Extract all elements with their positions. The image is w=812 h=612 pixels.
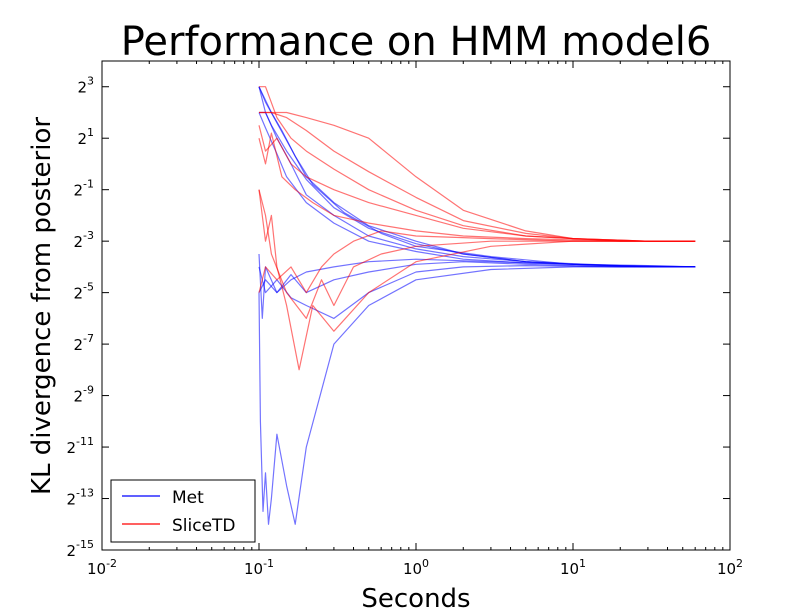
- y-axis-label: KL divergence from posterior: [27, 117, 57, 495]
- series-line-met-run-4: [259, 111, 696, 268]
- y-tick-label: 21: [77, 126, 94, 148]
- legend: Met SliceTD: [110, 479, 256, 543]
- y-tick-label: 2-5: [73, 281, 94, 303]
- y-tick-label: 2-3: [73, 229, 94, 251]
- chart-title: Performance on HMM model6: [121, 19, 712, 65]
- legend-box: [110, 479, 256, 543]
- y-tick-label: 2-13: [66, 487, 94, 509]
- x-tick-label: 102: [717, 557, 743, 578]
- series-line-slicetd-run-7: [258, 189, 696, 319]
- y-tick-label: 2-15: [66, 538, 94, 560]
- x-tick-label: 100: [403, 557, 429, 578]
- series-line-met-run-9: [258, 261, 696, 294]
- series-line-slicetd-run-4: [258, 125, 696, 242]
- x-tick-label: 10-1: [244, 557, 274, 578]
- y-tick-label: 2-9: [73, 384, 94, 406]
- series-line-met-run-7: [258, 266, 696, 525]
- plot-lines: [258, 86, 696, 525]
- series-slicetd: [258, 86, 696, 371]
- y-tick-label: 2-11: [66, 435, 94, 457]
- x-tick-label: 101: [560, 557, 586, 578]
- x-axis-label: Seconds: [361, 584, 470, 612]
- legend-label-slicetd: SliceTD: [172, 516, 236, 536]
- series-line-slicetd-run-8: [258, 230, 696, 294]
- series-line-met-run-8: [258, 265, 696, 319]
- legend-label-met: Met: [172, 488, 204, 508]
- y-tick-label: 2-7: [73, 332, 94, 354]
- x-tick-label: 10-2: [87, 557, 117, 578]
- y-tick-label: 2-1: [73, 178, 94, 200]
- series-line-slicetd-run-6: [258, 189, 696, 371]
- y-tick-label: 23: [77, 75, 94, 97]
- axes: 10-2 10-1 100 101 102 23 21 2-1 2-3 2-5 2-7 2-9 2-11…: [66, 61, 743, 578]
- series-line-slicetd-run-5: [258, 132, 696, 242]
